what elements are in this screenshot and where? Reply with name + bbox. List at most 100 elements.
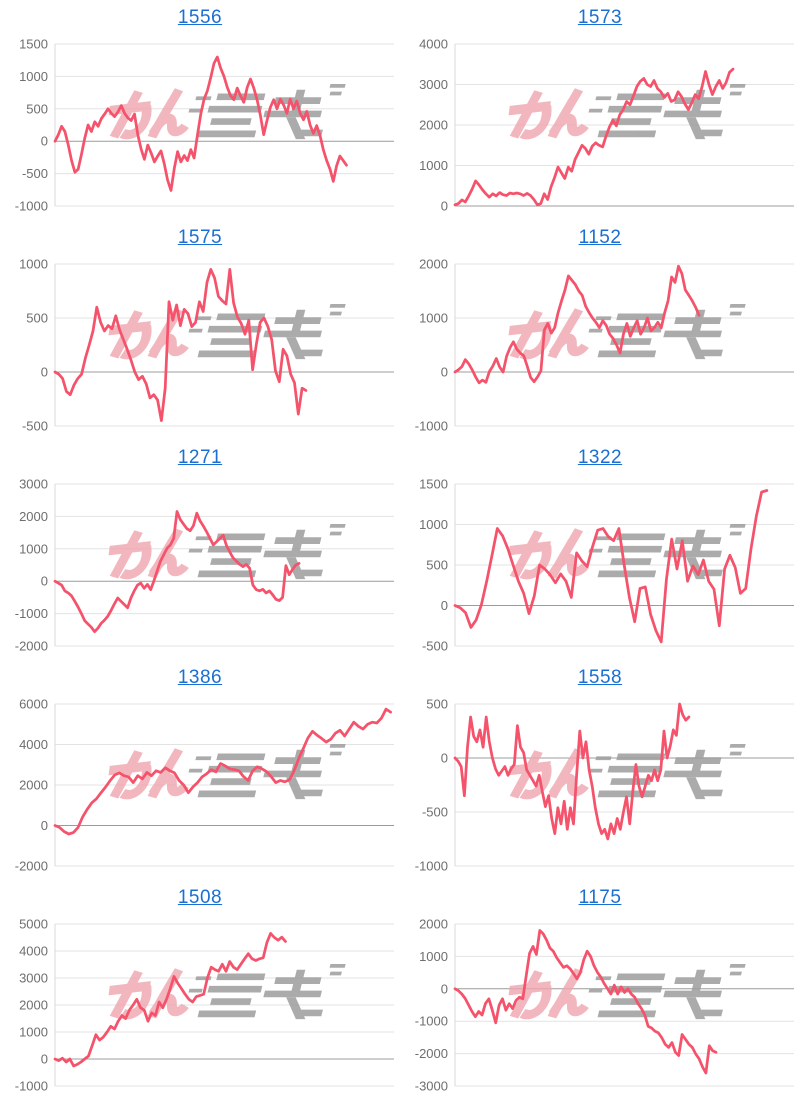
machine-link[interactable]: 1556: [177, 7, 223, 28]
chart-cell: 1271 -2000 -1000 0 1000 2000 3000: [0, 440, 400, 660]
y-tick-label: 1500: [19, 37, 48, 52]
y-tick-label: 0: [441, 365, 448, 380]
y-tick-label: 500: [26, 101, 48, 116]
y-tick-label: 0: [441, 199, 448, 214]
machine-number-heading: 1575: [0, 220, 400, 254]
machine-number-heading: 1175: [400, 880, 800, 914]
minrepo-logo-watermark: [508, 964, 746, 1020]
y-tick-label: -500: [22, 166, 48, 181]
slump-line: [453, 702, 691, 841]
chart-cell: 1575 -500 0 500 1000: [0, 220, 400, 440]
machine-number-heading: 1322: [400, 440, 800, 474]
slump-line: [453, 264, 701, 385]
y-tick-label: 2000: [419, 917, 448, 932]
machine-link[interactable]: 1575: [177, 227, 223, 248]
y-tick-label: -500: [422, 805, 448, 820]
machine-link[interactable]: 1573: [577, 7, 623, 28]
y-tick-label: 2000: [419, 118, 448, 133]
minrepo-logo-watermark: [508, 744, 746, 800]
y-tick-label: 0: [441, 598, 448, 613]
slump-line: [53, 55, 348, 192]
y-tick-label: 2000: [19, 778, 48, 793]
y-tick-label: -3000: [415, 1079, 448, 1094]
y-tick-label: 4000: [419, 37, 448, 52]
y-tick-label: 1000: [19, 1025, 48, 1040]
y-tick-label: 1000: [19, 541, 48, 556]
machine-number-heading: 1573: [400, 0, 800, 34]
chart-cell: 1322 -500 0 500 1000 1500: [400, 440, 800, 660]
y-tick-label: -500: [22, 419, 48, 434]
y-tick-label: -1000: [415, 859, 448, 874]
y-tick-label: 1000: [419, 517, 448, 532]
y-tick-label: 0: [41, 574, 48, 589]
slump-line: [53, 268, 308, 422]
slump-chart: -1000 0 1000 2000 3000 4000 5000: [15, 917, 394, 1094]
machine-number-heading: 1152: [400, 220, 800, 254]
y-tick-label: 2000: [19, 998, 48, 1013]
chart-cell: 1152 -1000 0 1000 2000: [400, 220, 800, 440]
y-tick-label: 0: [441, 981, 448, 996]
slump-line: [453, 67, 735, 207]
machine-link[interactable]: 1558: [577, 667, 623, 688]
y-tick-label: 0: [41, 818, 48, 833]
slump-line: [53, 932, 287, 1068]
y-tick-label: -2000: [15, 859, 48, 874]
y-tick-label: 1000: [19, 257, 48, 272]
machine-link[interactable]: 1271: [177, 447, 223, 468]
y-tick-label: -500: [422, 639, 448, 654]
minrepo-logo-watermark: [108, 84, 346, 140]
slump-chart: -500 0 500 1000 1500: [419, 477, 794, 654]
y-tick-label: 1000: [419, 311, 448, 326]
machine-number-heading: 1271: [0, 440, 400, 474]
y-tick-label: -2000: [15, 639, 48, 654]
slump-chart: 0 1000 2000 3000 4000: [419, 37, 794, 214]
y-tick-label: 0: [41, 365, 48, 380]
y-tick-label: 3000: [19, 971, 48, 986]
slump-chart: -1000 -500 0 500 1000 1500: [15, 37, 394, 214]
y-tick-label: -1000: [15, 1079, 48, 1094]
y-tick-label: 1000: [419, 949, 448, 964]
machine-link[interactable]: 1386: [177, 667, 223, 688]
slump-chart: -2000 0 2000 4000 6000: [15, 697, 394, 874]
machine-link[interactable]: 1508: [177, 887, 223, 908]
y-tick-label: 1000: [419, 158, 448, 173]
slump-chart: -3000 -2000 -1000 0 1000 2000: [415, 917, 794, 1094]
machine-link[interactable]: 1322: [577, 447, 623, 468]
minrepo-logo-watermark: [108, 524, 346, 580]
machine-number-heading: 1558: [400, 660, 800, 694]
minrepo-logo-watermark: [108, 744, 346, 800]
slump-line: [453, 489, 769, 644]
y-tick-label: 500: [426, 558, 448, 573]
y-tick-label: 1500: [419, 477, 448, 492]
y-tick-label: 0: [41, 1052, 48, 1067]
y-tick-label: -1000: [15, 199, 48, 214]
chart-cell: 1558 -1000 -500 0 500: [400, 660, 800, 880]
slump-chart: -500 0 500 1000: [19, 257, 394, 434]
machine-number-heading: 1508: [0, 880, 400, 914]
minrepo-logo-watermark: [508, 84, 746, 140]
y-tick-label: 3000: [19, 477, 48, 492]
y-tick-label: 4000: [19, 737, 48, 752]
chart-cell: 1556 -1000 -500 0 500 1000 1500: [0, 0, 400, 220]
slump-line: [453, 929, 718, 1075]
chart-cell: 1508 -1000 0 1000 2000 3000 4000 5000: [0, 880, 400, 1100]
machine-link[interactable]: 1152: [578, 227, 622, 248]
y-tick-label: 0: [441, 751, 448, 766]
y-tick-label: 1000: [19, 69, 48, 84]
y-tick-label: 3000: [419, 77, 448, 92]
y-tick-label: 6000: [19, 697, 48, 712]
y-tick-label: 0: [41, 134, 48, 149]
machine-link[interactable]: 1175: [578, 887, 622, 908]
chart-cell: 1573 0 1000 2000 3000 4000: [400, 0, 800, 220]
y-tick-label: 5000: [19, 917, 48, 932]
minrepo-logo-watermark: [108, 304, 346, 360]
y-tick-label: 2000: [419, 257, 448, 272]
slump-chart: -2000 -1000 0 1000 2000 3000: [15, 477, 394, 654]
y-tick-label: 2000: [19, 509, 48, 524]
machine-number-heading: 1386: [0, 660, 400, 694]
y-tick-label: -1000: [15, 606, 48, 621]
slump-line: [53, 707, 392, 836]
slump-chart: -1000 -500 0 500: [415, 697, 794, 874]
